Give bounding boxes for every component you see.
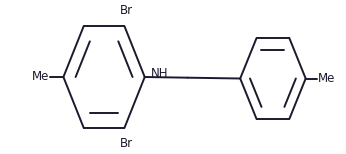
Text: Br: Br: [120, 137, 133, 150]
Text: Me: Me: [32, 71, 49, 83]
Text: Me: Me: [318, 72, 335, 85]
Text: NH: NH: [151, 67, 169, 81]
Text: Br: Br: [120, 4, 133, 17]
